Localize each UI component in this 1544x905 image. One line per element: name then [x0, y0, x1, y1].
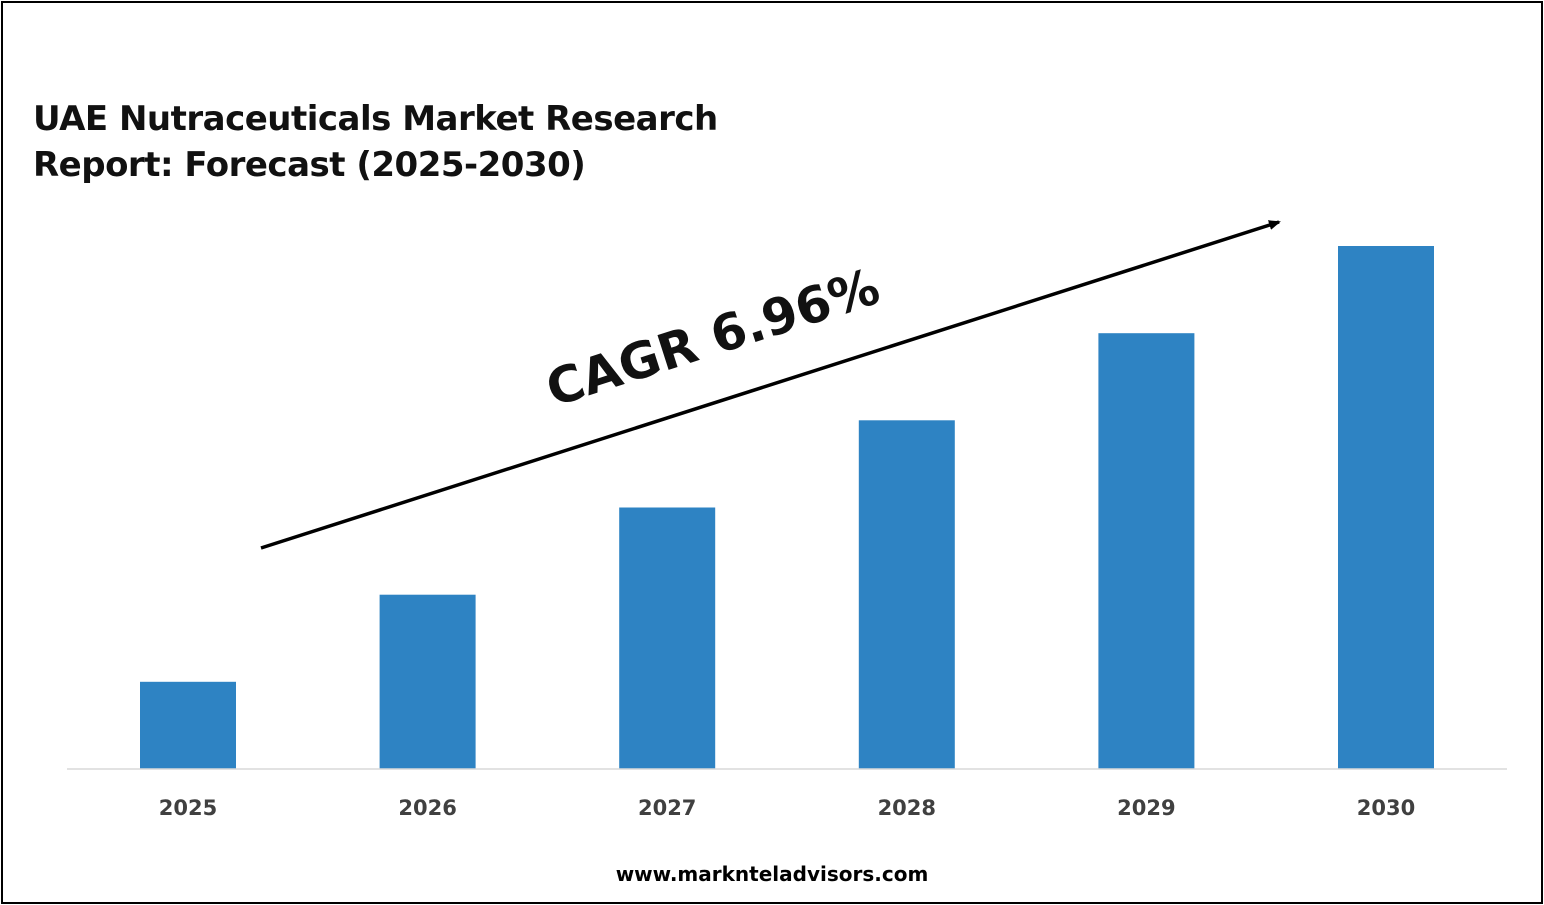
bar-2025	[140, 681, 236, 769]
x-tick-label-2028: 2028	[878, 796, 936, 820]
cagr-annotation: CAGR 6.96%	[539, 257, 886, 418]
chart-title-line-1: UAE Nutraceuticals Market Research	[33, 99, 718, 139]
chart-title: UAE Nutraceuticals Market Research Repor…	[33, 96, 718, 188]
bar-2027	[619, 507, 716, 769]
bar-2030	[1338, 246, 1434, 769]
x-tick-label-2026: 2026	[398, 796, 456, 820]
x-tick-label-2029: 2029	[1117, 796, 1175, 820]
bars-group	[140, 246, 1434, 769]
footer-website: www.marknteladvisors.com	[615, 862, 929, 886]
x-tick-label-2025: 2025	[159, 796, 217, 820]
x-tick-label-2027: 2027	[638, 796, 696, 820]
bar-2029	[1098, 333, 1195, 769]
bar-2028	[858, 420, 955, 769]
x-tick-label-2030: 2030	[1357, 796, 1415, 820]
chart-title-line-2: Report: Forecast (2025-2030)	[33, 145, 586, 185]
cagr-trend-arrow	[260, 220, 1281, 550]
bar-2026	[379, 594, 476, 769]
x-tick-labels: 2025 2026 2027 2028 2029 2030	[159, 796, 1415, 820]
